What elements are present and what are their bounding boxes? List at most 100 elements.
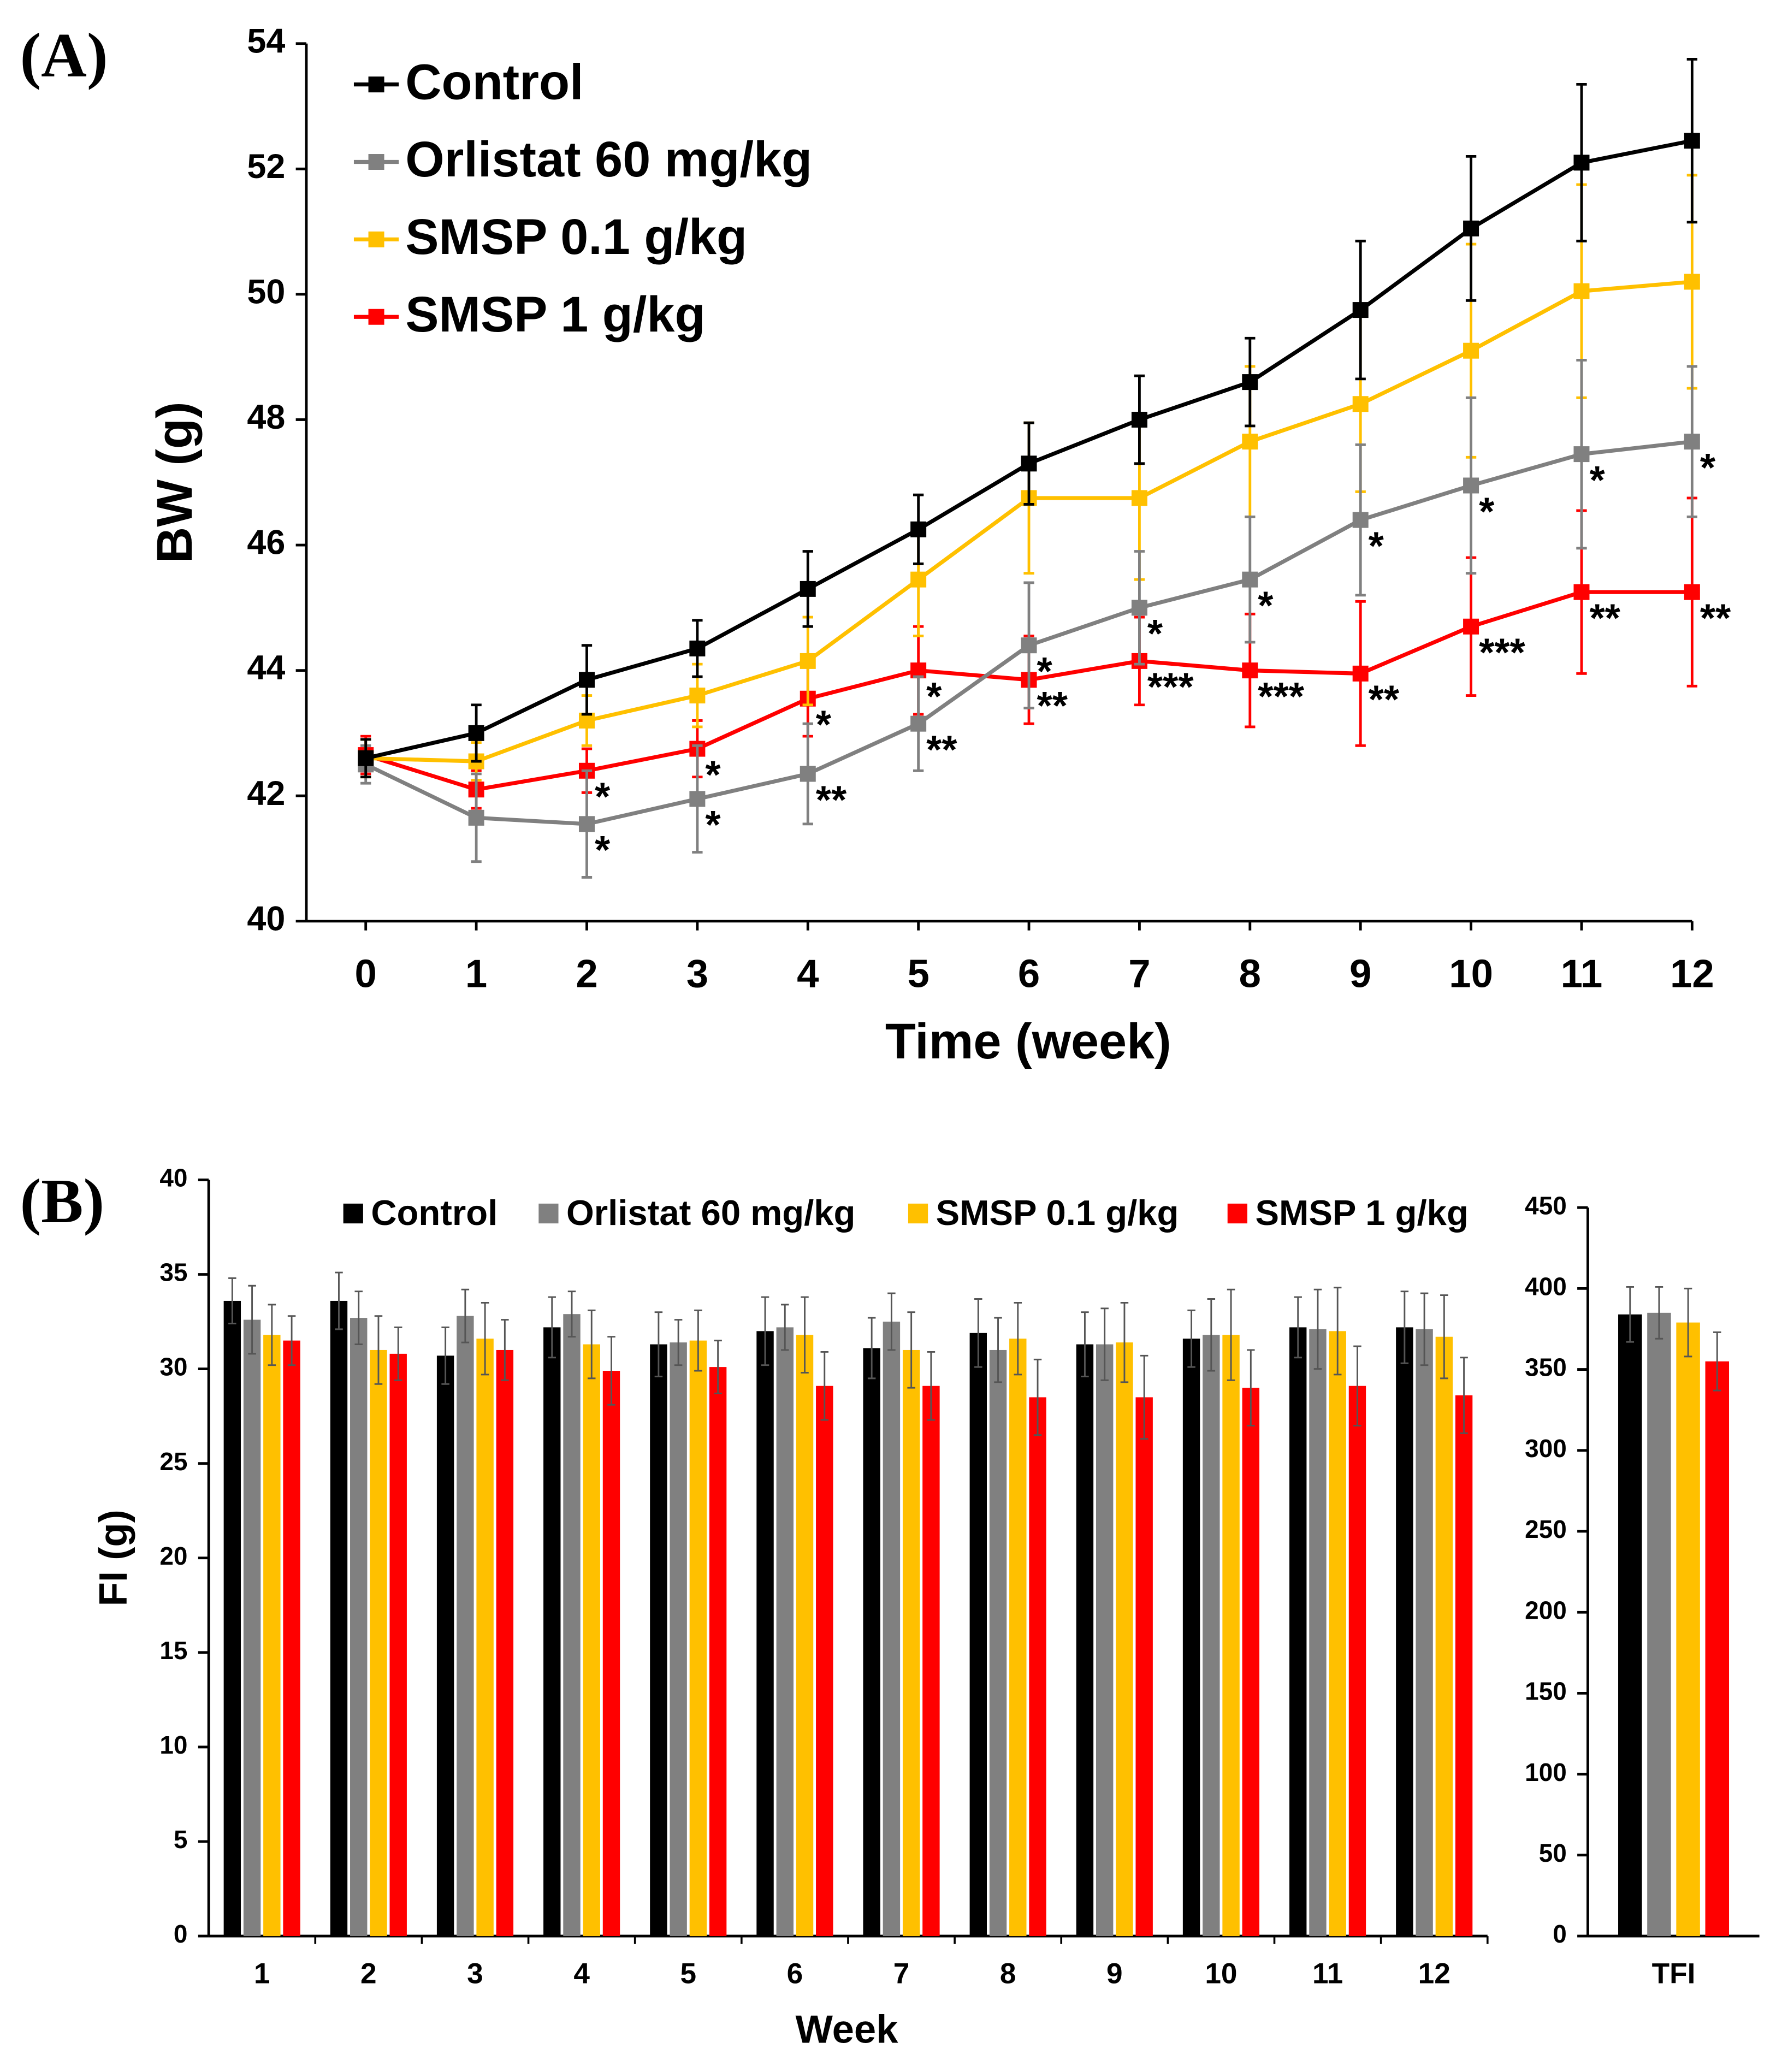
marker xyxy=(1131,411,1147,428)
y-tick-label: 30 xyxy=(159,1353,187,1381)
error-bar xyxy=(228,1277,236,1324)
legend-marker xyxy=(368,231,384,247)
bar xyxy=(283,1340,300,1937)
x-tick-label: 9 xyxy=(1349,951,1371,996)
significance-label: * xyxy=(705,803,721,847)
error-bar xyxy=(1400,1290,1409,1364)
bar xyxy=(476,1339,494,1937)
y-tick-label: 40 xyxy=(247,899,285,938)
x-tick-label: 12 xyxy=(1670,951,1714,996)
x-tick-label: 3 xyxy=(686,951,708,996)
legend-swatch xyxy=(1227,1203,1247,1224)
marker xyxy=(800,766,816,782)
bar xyxy=(350,1318,368,1937)
bar xyxy=(1647,1312,1671,1937)
marker xyxy=(1573,283,1590,299)
legend-swatch xyxy=(538,1203,559,1224)
x-tick-label: 5 xyxy=(907,951,929,996)
error-bar xyxy=(927,1351,936,1421)
marker xyxy=(468,725,484,741)
marker xyxy=(1352,302,1369,318)
bar xyxy=(496,1349,514,1937)
bar xyxy=(389,1353,407,1937)
x-tick-label: 11 xyxy=(1312,1958,1343,1990)
error-bar xyxy=(801,1296,809,1374)
significance-label: * xyxy=(1479,489,1495,534)
error-bar xyxy=(1684,1287,1692,1358)
error-bar xyxy=(1333,1287,1342,1376)
bar xyxy=(1416,1329,1433,1937)
bar xyxy=(1242,1388,1260,1937)
x-tick-label: 9 xyxy=(1106,1958,1123,1990)
marker xyxy=(1684,584,1700,600)
bar xyxy=(1076,1344,1094,1937)
bar xyxy=(1009,1339,1027,1937)
error-bar xyxy=(548,1296,556,1359)
significance-label: * xyxy=(1258,583,1274,627)
marker xyxy=(1684,434,1700,450)
error-bar xyxy=(1626,1286,1635,1343)
significance-label: * xyxy=(816,703,832,747)
error-bar xyxy=(1120,1301,1129,1383)
y-tick-label: 25 xyxy=(159,1447,187,1476)
marker xyxy=(1573,584,1590,600)
error-bar xyxy=(461,1288,470,1343)
bar xyxy=(563,1314,581,1937)
marker xyxy=(1463,477,1479,494)
bar xyxy=(583,1344,600,1937)
x-tick-label: 5 xyxy=(680,1958,696,1990)
significance-label: ** xyxy=(816,778,847,822)
y-tick-label: 40 xyxy=(159,1164,187,1192)
bar xyxy=(1396,1327,1413,1937)
legend-label: SMSP 1 g/kg xyxy=(1255,1193,1468,1233)
error-bar xyxy=(1460,1357,1468,1434)
significance-label: ** xyxy=(1037,684,1068,728)
y-tick-label: 42 xyxy=(247,774,285,813)
error-bar xyxy=(654,1311,663,1377)
y-tick-label: 50 xyxy=(247,273,285,311)
error-bar xyxy=(674,1319,683,1366)
marker xyxy=(800,581,816,597)
error-bar xyxy=(761,1296,769,1366)
bar xyxy=(1116,1342,1133,1937)
error-bar xyxy=(1014,1301,1022,1376)
marker xyxy=(689,640,706,656)
error-bar xyxy=(335,1271,343,1330)
bar xyxy=(1676,1322,1700,1937)
bar xyxy=(1618,1314,1642,1937)
bar xyxy=(863,1348,880,1937)
x-tick-label: 10 xyxy=(1449,951,1493,996)
marker xyxy=(1463,220,1479,236)
panel-label: (B) xyxy=(20,1167,105,1236)
error-bar xyxy=(374,1315,383,1385)
y-tick-label: 50 xyxy=(1539,1839,1567,1867)
significance-label: * xyxy=(1589,458,1605,502)
error-bar xyxy=(694,1309,702,1372)
marker xyxy=(910,715,927,732)
significance-label: ** xyxy=(1369,678,1400,722)
x-axis-label: Week xyxy=(796,2008,899,2052)
error-bar xyxy=(1140,1354,1148,1440)
error-bar xyxy=(287,1315,296,1366)
marker xyxy=(1242,434,1258,450)
x-tick-label: 12 xyxy=(1418,1958,1451,1990)
significance-label: ** xyxy=(926,728,957,772)
error-bar xyxy=(974,1298,982,1368)
significance-label: ** xyxy=(1589,596,1620,640)
marker xyxy=(689,688,706,704)
significance-label: *** xyxy=(1479,631,1525,675)
error-bar xyxy=(587,1309,596,1380)
legend-label: SMSP 0.1 g/kg xyxy=(405,209,747,265)
legend-marker xyxy=(368,154,384,170)
legend-label: Orlistat 60 mg/kg xyxy=(405,132,812,187)
y-tick-label: 54 xyxy=(247,22,285,60)
bar xyxy=(776,1327,794,1937)
marker xyxy=(578,816,595,832)
bar xyxy=(883,1322,901,1937)
legend-marker xyxy=(368,76,384,93)
bar xyxy=(1348,1386,1366,1937)
error-bar xyxy=(1100,1307,1109,1381)
bar xyxy=(1309,1329,1327,1937)
significance-label: * xyxy=(1369,524,1384,568)
